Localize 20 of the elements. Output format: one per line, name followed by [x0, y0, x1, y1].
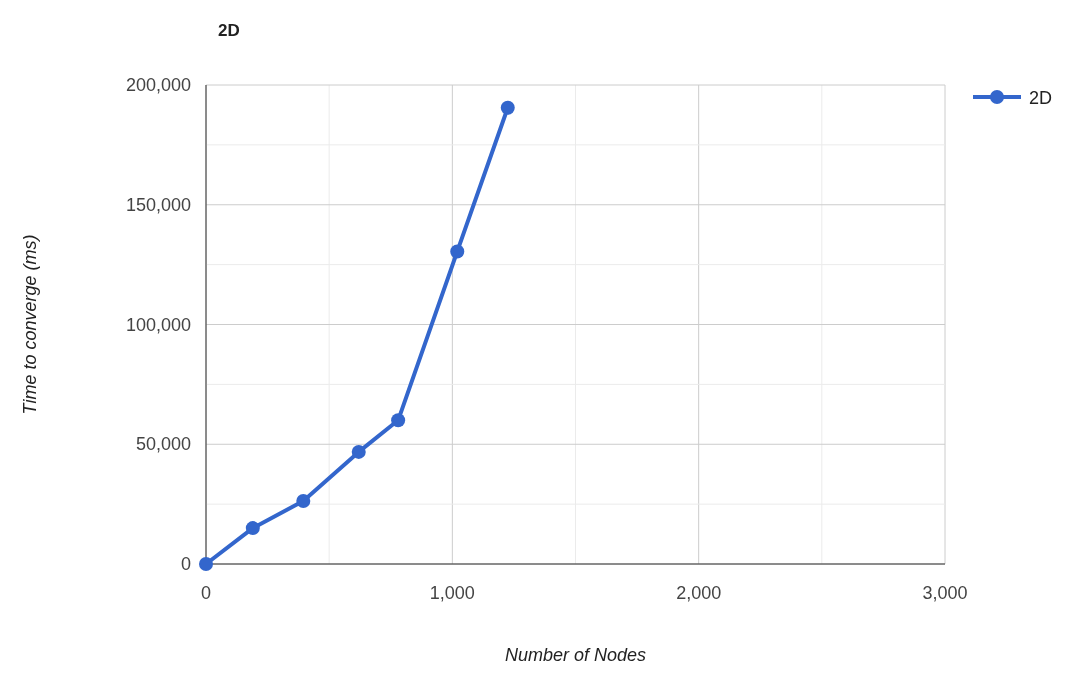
chart-title: 2D — [218, 21, 240, 40]
x-tick-label: 0 — [200, 583, 212, 603]
point — [199, 557, 213, 571]
point — [450, 244, 465, 259]
y-tick-label: 200,000 — [125, 75, 191, 95]
x-tick-label: 2,000 — [676, 583, 722, 603]
y-tick-label: 150,000 — [125, 194, 191, 215]
legend-label: 2D — [1029, 88, 1053, 108]
y-axis-title: Time to converge (ms) — [20, 234, 40, 415]
x-tick-label: 3,000 — [922, 583, 968, 603]
x-axis-title: Number of Nodes — [504, 645, 647, 665]
point — [245, 521, 260, 536]
point — [296, 494, 311, 509]
point — [391, 413, 406, 428]
point — [351, 444, 366, 459]
y-tick-label: 100,000 — [125, 314, 191, 335]
point — [500, 100, 515, 115]
y-tick-label: 50,000 — [135, 434, 191, 455]
y-tick-label: 0 — [180, 554, 191, 574]
x-tick-label: 1,000 — [429, 583, 475, 603]
